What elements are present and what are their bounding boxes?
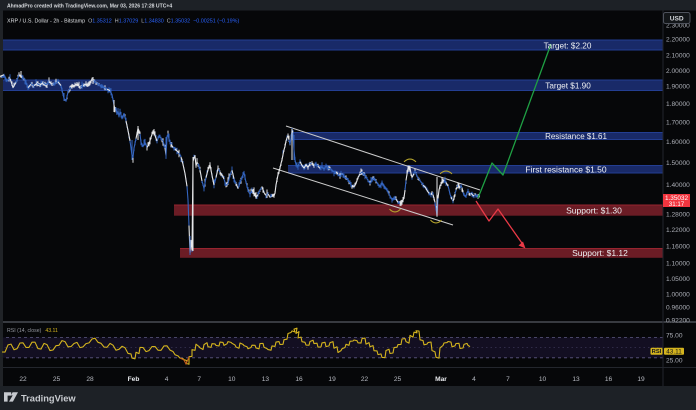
svg-text:1.05000: 1.05000 (666, 276, 690, 283)
svg-text:Target: $2.20: Target: $2.20 (544, 42, 592, 51)
svg-text:0.92200: 0.92200 (666, 317, 690, 324)
svg-text:4: 4 (472, 376, 476, 383)
svg-text:22: 22 (19, 376, 27, 383)
svg-text:2.10000: 2.10000 (666, 52, 690, 59)
svg-text:7: 7 (197, 376, 201, 383)
svg-text:1.70000: 1.70000 (666, 120, 690, 127)
svg-text:Target $1.90: Target $1.90 (545, 82, 591, 91)
svg-text:TradingView: TradingView (21, 394, 76, 404)
svg-text:AhmadPro created with TradingV: AhmadPro created with TradingView.com, M… (7, 4, 172, 10)
svg-text:1.10000: 1.10000 (666, 261, 690, 268)
svg-text:1.80000: 1.80000 (666, 101, 690, 108)
svg-text:4: 4 (165, 376, 169, 383)
svg-text:16: 16 (605, 376, 613, 383)
svg-text:25: 25 (394, 376, 402, 383)
svg-text:Feb: Feb (128, 376, 140, 383)
svg-text:RSI: RSI (652, 349, 662, 355)
svg-text:First resistance $1.50: First resistance $1.50 (525, 164, 607, 174)
svg-text:Mar: Mar (435, 376, 447, 383)
svg-text:75.00: 75.00 (666, 332, 683, 339)
svg-text:13: 13 (262, 376, 270, 383)
svg-text:22: 22 (361, 376, 369, 383)
svg-text:19: 19 (328, 376, 336, 383)
svg-text:Resistance $1.61: Resistance $1.61 (545, 132, 607, 141)
svg-text:XRP / U.S. Dollar - 2h - Bitst: XRP / U.S. Dollar - 2h - Bitstamp O1.3531… (7, 19, 239, 25)
svg-text:31:17: 31:17 (669, 201, 685, 208)
svg-text:1.40000: 1.40000 (666, 182, 690, 189)
svg-text:RSI (14, close)43.11: RSI (14, close) 43.11 (7, 328, 58, 334)
svg-text:28: 28 (86, 376, 94, 383)
svg-text:2.00000: 2.00000 (666, 68, 690, 75)
svg-text:1.22000: 1.22000 (666, 227, 690, 234)
svg-text:Support: $1.12: Support: $1.12 (572, 248, 628, 258)
svg-text:USD: USD (670, 16, 684, 23)
svg-text:19: 19 (637, 376, 645, 383)
svg-text:7: 7 (506, 376, 510, 383)
svg-text:25.00: 25.00 (666, 358, 683, 365)
svg-text:10: 10 (539, 376, 547, 383)
svg-text:1.90000: 1.90000 (666, 84, 690, 91)
svg-text:25: 25 (53, 376, 61, 383)
svg-text:1.60000: 1.60000 (666, 139, 690, 146)
svg-text:16: 16 (295, 376, 303, 383)
svg-text:1.50000: 1.50000 (666, 160, 690, 167)
svg-text:2.20000: 2.20000 (666, 37, 690, 44)
svg-text:1.28000: 1.28000 (666, 211, 690, 218)
svg-text:43.11: 43.11 (666, 348, 682, 355)
svg-text:Support: $1.30: Support: $1.30 (566, 206, 622, 216)
svg-text:2.30000: 2.30000 (666, 22, 690, 29)
svg-text:1.35032: 1.35032 (665, 195, 689, 202)
svg-text:13: 13 (572, 376, 580, 383)
svg-text:1.00000: 1.00000 (666, 291, 690, 298)
svg-text:0.96000: 0.96000 (666, 305, 690, 312)
svg-text:10: 10 (228, 376, 236, 383)
svg-text:1.16000: 1.16000 (666, 244, 690, 251)
